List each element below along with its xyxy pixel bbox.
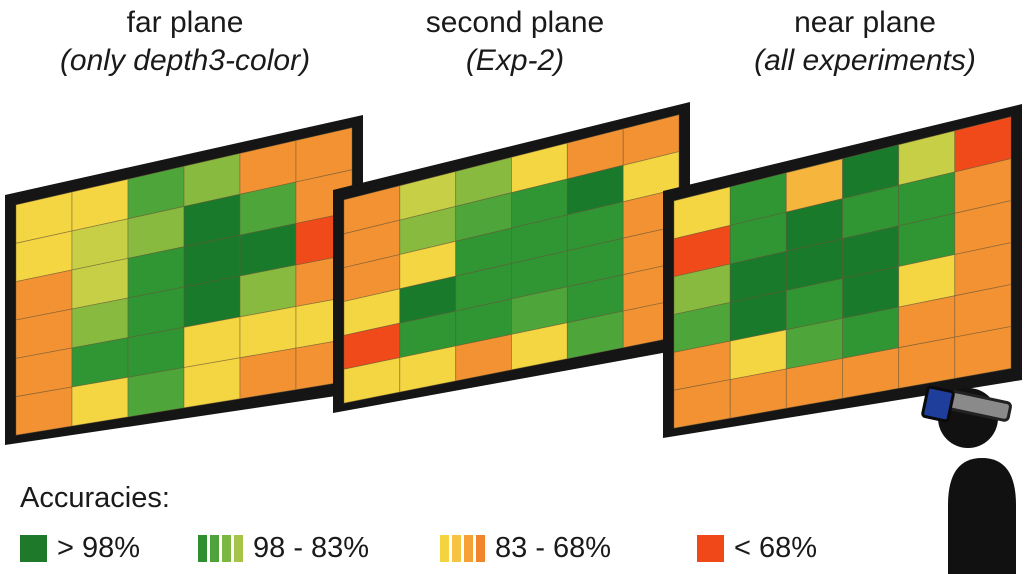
swatch xyxy=(464,534,473,562)
legend-swatches xyxy=(20,534,47,562)
swatch xyxy=(476,534,485,562)
legend-heading: Accuracies: xyxy=(20,482,170,514)
swatch xyxy=(234,534,243,562)
legend-swatches xyxy=(697,534,724,562)
swatch xyxy=(20,534,47,562)
swatch xyxy=(210,534,219,562)
legend-item-lt68: < 68% xyxy=(697,532,817,564)
far-plane-title: far plane xyxy=(126,6,244,39)
far-plane xyxy=(5,115,363,445)
swatch xyxy=(198,534,207,562)
title-second-plane: second plane (Exp-2) xyxy=(355,4,675,80)
title-near-plane: near plane (all experiments) xyxy=(710,4,1020,80)
legend-label: 83 - 68% xyxy=(495,531,612,564)
swatch xyxy=(222,534,231,562)
swatch xyxy=(440,534,449,562)
viewer-icon xyxy=(921,385,1016,574)
legend-swatches xyxy=(198,534,243,562)
swatch xyxy=(452,534,461,562)
near-plane-subtitle: (all experiments) xyxy=(754,44,976,77)
swatch xyxy=(697,534,724,562)
second-plane xyxy=(333,102,690,413)
legend-swatches xyxy=(440,534,485,562)
heatmap-cell xyxy=(954,326,1012,379)
second-plane-subtitle: (Exp-2) xyxy=(465,44,565,77)
legend-label: < 68% xyxy=(734,531,818,564)
far-plane-subtitle: (only depth3-color) xyxy=(59,44,311,77)
near-plane xyxy=(663,104,1022,438)
second-plane-title: second plane xyxy=(425,6,605,39)
legend-item-gt98: > 98% xyxy=(20,532,140,564)
near-plane-title: near plane xyxy=(794,6,936,39)
legend-item-83-68: 83 - 68% xyxy=(440,532,611,564)
legend-item-98-83: 98 - 83% xyxy=(198,532,369,564)
legend-label: 98 - 83% xyxy=(253,531,370,564)
legend-label: > 98% xyxy=(57,531,141,564)
title-far-plane: far plane (only depth3-color) xyxy=(20,4,350,80)
